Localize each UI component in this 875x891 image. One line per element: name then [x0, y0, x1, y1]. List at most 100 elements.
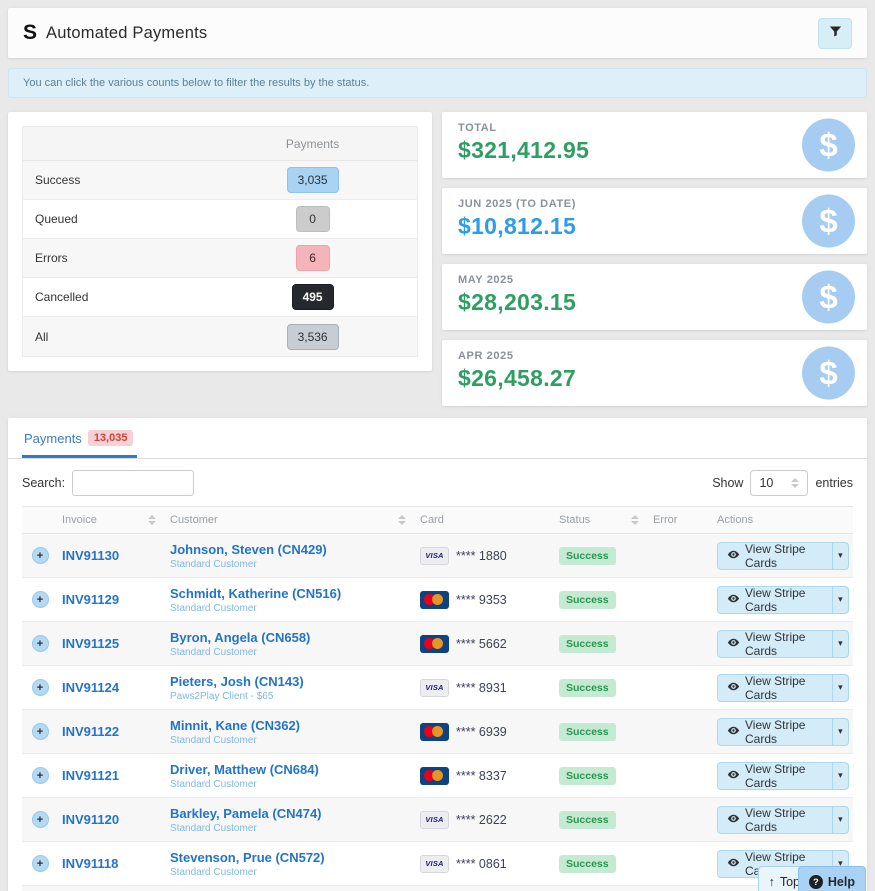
mastercard-icon — [420, 634, 449, 653]
mastercard-icon — [420, 590, 449, 609]
search-input[interactable] — [72, 470, 195, 496]
dropdown-caret-icon[interactable]: ▾ — [831, 718, 848, 745]
status-badge: Success — [559, 766, 616, 785]
visa-icon: VISA — [420, 678, 449, 697]
app-header: S Automated Payments — [8, 8, 867, 58]
dropdown-caret-icon[interactable]: ▾ — [831, 850, 848, 877]
main-area: Payments Success 3,035 Queued 0 Errors 6… — [8, 112, 867, 406]
page-size-select[interactable]: 10 — [750, 470, 809, 496]
customer-type-label: Standard Customer — [170, 734, 257, 746]
view-stripe-cards-button[interactable]: View Stripe Cards ▾ — [717, 629, 849, 658]
card-last4: **** 5662 — [456, 636, 507, 651]
tab-label: Payments — [24, 430, 82, 446]
dropdown-caret-icon[interactable]: ▾ — [831, 586, 848, 613]
customer-link[interactable]: Barkley, Pamela (CN474) — [170, 805, 322, 821]
summary-card: MAY 2025 $28,203.15 $ — [442, 264, 867, 330]
payments-table-body: + INV91130 Johnson, Steven (CN429) Stand… — [22, 534, 853, 886]
mastercard-icon — [420, 722, 449, 741]
column-header-status[interactable]: Status — [555, 514, 649, 526]
dropdown-caret-icon[interactable]: ▾ — [831, 542, 848, 569]
customer-link[interactable]: Minnit, Kane (CN362) — [170, 717, 301, 733]
customer-link[interactable]: Johnson, Steven (CN429) — [170, 541, 327, 557]
view-stripe-cards-button[interactable]: View Stripe Cards ▾ — [717, 717, 849, 746]
customer-type-label: Standard Customer — [170, 558, 257, 570]
invoice-link[interactable]: INV91120 — [62, 812, 120, 827]
summary-card: APR 2025 $26,458.27 $ — [442, 340, 867, 406]
payment-row: + INV91129 Schmidt, Katherine (CN516) St… — [22, 578, 853, 622]
expand-row-button[interactable]: + — [31, 547, 49, 564]
dollar-icon: $ — [802, 346, 855, 400]
customer-link[interactable]: Schmidt, Katherine (CN516) — [170, 585, 342, 601]
invoice-link[interactable]: INV91129 — [62, 592, 120, 607]
column-header-customer[interactable]: Customer — [166, 514, 416, 526]
status-badge: Success — [559, 590, 616, 609]
status-counts-card: Payments Success 3,035 Queued 0 Errors 6… — [8, 112, 432, 371]
payment-row: + INV91118 Stevenson, Prue (CN572) Stand… — [22, 842, 853, 886]
expand-row-button[interactable]: + — [31, 723, 49, 740]
customer-type-label: Standard Customer — [170, 866, 257, 878]
expand-row-button[interactable]: + — [31, 591, 49, 608]
expand-row-button[interactable]: + — [31, 855, 49, 872]
summary-cards-column: TOTAL $321,412.95 $ JUN 2025 (TO DATE) $… — [442, 112, 867, 406]
filter-button[interactable] — [818, 17, 852, 49]
dropdown-caret-icon[interactable]: ▾ — [831, 630, 848, 657]
visa-icon: VISA — [420, 546, 449, 565]
search-label: Search: — [22, 476, 66, 490]
invoice-link[interactable]: INV91130 — [62, 548, 120, 563]
expand-row-button[interactable]: + — [31, 635, 49, 652]
eye-icon — [727, 724, 740, 740]
invoice-link[interactable]: INV91125 — [62, 636, 120, 651]
status-count-badge[interactable]: 3,035 — [286, 167, 339, 193]
customer-link[interactable]: Byron, Angela (CN658) — [170, 629, 311, 645]
customer-type-label: Standard Customer — [170, 602, 257, 614]
customer-link[interactable]: Stevenson, Prue (CN572) — [170, 849, 325, 865]
status-badge: Success — [559, 810, 616, 829]
tab-payments[interactable]: Payments 13,035 — [22, 430, 138, 458]
view-stripe-cards-button[interactable]: View Stripe Cards ▾ — [717, 761, 849, 790]
customer-link[interactable]: Driver, Matthew (CN684) — [170, 761, 319, 777]
stripe-logo: S — [23, 21, 38, 44]
status-count-badge[interactable]: 495 — [291, 284, 334, 310]
view-stripe-cards-button[interactable]: View Stripe Cards ▾ — [717, 541, 849, 570]
payment-row: + INV91125 Byron, Angela (CN658) Standar… — [22, 622, 853, 666]
visa-icon: VISA — [420, 810, 449, 829]
customer-type-label: Paws2Play Client - $65 — [170, 690, 274, 702]
status-label: Cancelled — [35, 290, 89, 304]
status-table-body: Success 3,035 Queued 0 Errors 6 Cancelle… — [23, 161, 417, 356]
expand-row-button[interactable]: + — [31, 811, 49, 828]
customer-link[interactable]: Pieters, Josh (CN143) — [170, 673, 304, 689]
table-controls: Search: Show 10 entries — [8, 459, 867, 506]
summary-label: JUN 2025 (TO DATE) — [458, 198, 576, 210]
status-table-header: Payments — [23, 127, 417, 161]
dollar-icon: $ — [802, 270, 855, 324]
view-stripe-cards-button[interactable]: View Stripe Cards ▾ — [717, 585, 849, 614]
status-count-badge[interactable]: 6 — [295, 245, 330, 271]
help-button[interactable]: ? Help — [797, 866, 866, 891]
eye-icon — [727, 680, 740, 696]
status-row: Errors 6 — [23, 239, 417, 278]
expand-row-button[interactable]: + — [31, 767, 49, 784]
dropdown-caret-icon[interactable]: ▾ — [831, 806, 848, 833]
status-row: All 3,536 — [23, 317, 417, 356]
dropdown-caret-icon[interactable]: ▾ — [831, 674, 848, 701]
status-badge: Success — [559, 546, 616, 565]
view-stripe-cards-button[interactable]: View Stripe Cards ▾ — [717, 673, 849, 702]
invoice-link[interactable]: INV91121 — [62, 768, 120, 783]
status-row: Success 3,035 — [23, 161, 417, 200]
expand-row-button[interactable]: + — [31, 679, 49, 696]
visa-icon: VISA — [420, 854, 449, 873]
payments-panel: Payments 13,035 Search: Show 10 entries … — [8, 418, 867, 891]
info-banner: You can click the various counts below t… — [8, 68, 867, 98]
view-stripe-cards-button[interactable]: View Stripe Cards ▾ — [717, 805, 849, 834]
status-count-badge[interactable]: 3,536 — [286, 323, 339, 350]
invoice-link[interactable]: INV91118 — [62, 856, 119, 871]
payment-row: + INV91130 Johnson, Steven (CN429) Stand… — [22, 534, 853, 578]
dropdown-caret-icon[interactable]: ▾ — [831, 762, 848, 789]
eye-icon — [727, 856, 740, 872]
card-last4: **** 2622 — [456, 812, 507, 827]
status-count-badge[interactable]: 0 — [295, 206, 330, 232]
invoice-link[interactable]: INV91122 — [62, 724, 120, 739]
invoice-link[interactable]: INV91124 — [62, 680, 120, 695]
column-header-invoice[interactable]: Invoice — [58, 514, 166, 526]
eye-icon — [727, 592, 740, 608]
